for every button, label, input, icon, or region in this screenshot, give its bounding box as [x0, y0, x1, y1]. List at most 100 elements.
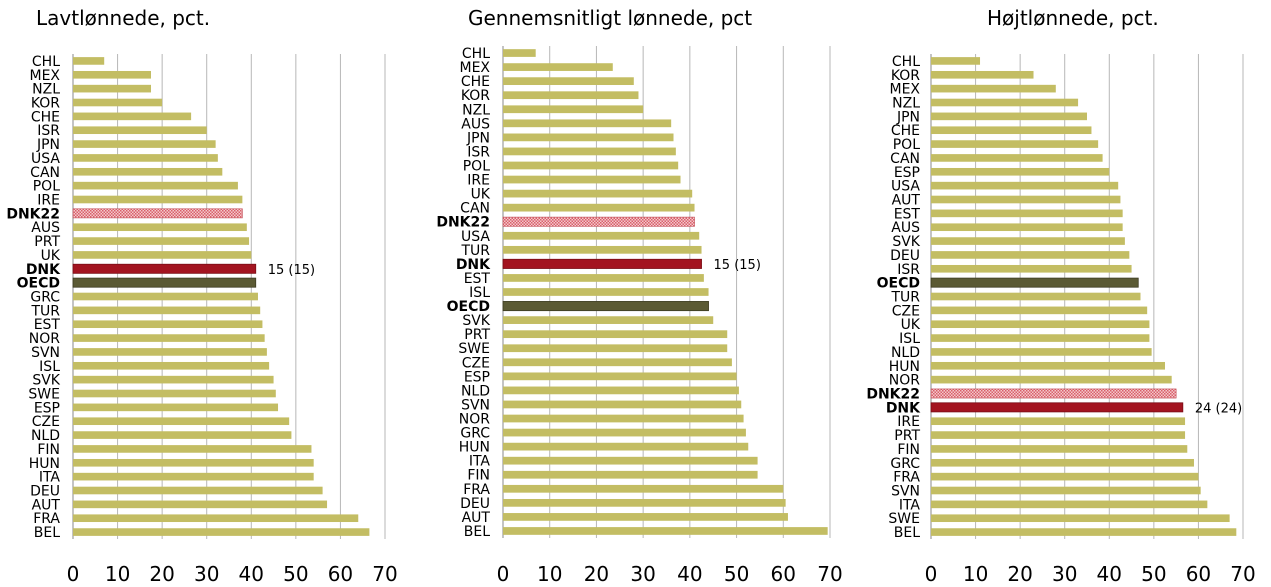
x-tick-mid-20: 20 [584, 562, 609, 586]
y-tick-high-nld: NLD [891, 345, 920, 361]
y-tick-high-mex: MEX [889, 82, 920, 98]
bar-low-mex [73, 70, 151, 79]
bar-low-oecd [72, 277, 257, 288]
y-tick-high-kor: KOR [891, 68, 920, 84]
chart-title-high: Højtlønnede, pct. [987, 6, 1159, 30]
x-tick-mid-60: 60 [771, 562, 796, 586]
bar-mid-deu [503, 498, 786, 507]
x-tick-high-10: 10 [963, 562, 988, 586]
bar-high-can [931, 154, 1103, 162]
bar-mid-chl [503, 49, 536, 57]
bar-high-tur [931, 292, 1141, 301]
bar-mid-prt [503, 330, 728, 339]
bar-high-est [931, 209, 1123, 218]
y-tick-low-pol: POL [33, 179, 60, 195]
y-tick-high-ire: IRE [897, 414, 920, 430]
bar-mid-grc [503, 428, 746, 437]
y-tick-low-chl: CHL [32, 54, 60, 70]
bar-high-nld [931, 348, 1152, 356]
y-tick-mid-prt: PRT [464, 327, 490, 343]
bar-high-svn [931, 486, 1201, 495]
y-tick-low-dnk: DNK [26, 262, 61, 278]
bar-mid-dnk [502, 258, 702, 269]
y-tick-low-oecd: OECD [17, 276, 60, 292]
y-tick-low-swe: SWE [28, 387, 60, 403]
bar-mid-isr [503, 147, 676, 156]
y-tick-low-ita: ITA [39, 470, 61, 486]
bar-mid-esp [503, 372, 737, 381]
bar-mid-mex [503, 63, 613, 71]
bar-high-svk [931, 237, 1125, 245]
x-tick-low-10: 10 [105, 562, 130, 586]
y-tick-mid-aus: AUS [461, 116, 490, 132]
bar-high-mex [931, 84, 1056, 93]
y-tick-mid-can: CAN [460, 201, 490, 217]
bar-low-esp [73, 403, 279, 412]
bar-low-isr [73, 126, 207, 135]
bar-low-ita [73, 472, 314, 481]
y-tick-low-esp: ESP [34, 400, 60, 416]
x-tick-mid-50: 50 [724, 562, 749, 586]
bar-mid-cze [503, 358, 732, 367]
data-label-high-dnk: 24 (24) [1195, 401, 1242, 416]
x-tick-low-60: 60 [328, 562, 353, 586]
y-tick-mid-jpn: JPN [466, 130, 490, 146]
bar-mid-nld [503, 386, 739, 395]
y-tick-high-usa: USA [891, 179, 920, 195]
y-tick-high-can: CAN [890, 151, 920, 167]
bar-high-usa [931, 181, 1119, 190]
bar-low-kor [73, 98, 163, 107]
y-tick-mid-ita: ITA [469, 454, 491, 470]
bar-mid-isl [503, 288, 709, 296]
y-tick-mid-deu: DEU [460, 496, 490, 512]
bar-low-svn [73, 348, 267, 356]
bar-high-pol [931, 140, 1099, 148]
bar-high-deu [931, 251, 1130, 259]
bar-mid-nor [503, 414, 744, 423]
bar-mid-svn [503, 400, 742, 409]
y-tick-mid-grc: GRC [460, 426, 490, 442]
y-tick-mid-oecd: OECD [447, 299, 490, 315]
y-tick-low-svk: SVK [32, 373, 60, 389]
y-tick-mid-pol: POL [463, 158, 490, 174]
bar-low-nor [73, 334, 265, 342]
x-tick-mid-40: 40 [677, 562, 702, 586]
y-tick-low-isl: ISL [39, 359, 60, 375]
bar-low-dnk22 [72, 208, 243, 219]
y-tick-mid-svk: SVK [462, 313, 490, 329]
bar-high-aut [931, 195, 1121, 204]
chart-low: 0 10 20 30 40 50 60 70CHLMEXNZLKORCHEISRJPNUSAC… [6, 54, 397, 586]
bar-low-swe [73, 389, 276, 398]
bar-high-prt [931, 431, 1186, 439]
y-tick-high-aus: AUS [891, 220, 920, 236]
data-label-low-dnk: 15 (15) [268, 263, 315, 278]
bar-low-fra [73, 514, 359, 523]
chart-high: 0 10 20 30 40 50 60 70CHLKORMEXNZLJPNCHEPOLCANE… [866, 54, 1255, 586]
bar-mid-ita [503, 456, 758, 465]
bar-high-chl [931, 57, 981, 65]
bar-low-tur [73, 306, 261, 315]
bar-low-isl [73, 361, 270, 370]
bar-low-est [73, 320, 263, 329]
y-tick-low-grc: GRC [30, 290, 60, 306]
x-tick-high-60: 60 [1186, 562, 1211, 586]
bar-low-pol [73, 181, 238, 190]
bar-mid-svk [503, 316, 714, 324]
bar-low-grc [73, 292, 258, 301]
y-tick-high-ita: ITA [899, 497, 921, 513]
y-tick-mid-dnk22: DNK22 [436, 215, 490, 231]
y-tick-low-hun: HUN [29, 456, 60, 472]
y-tick-low-nld: NLD [31, 428, 60, 444]
x-tick-high-70: 70 [1230, 562, 1255, 586]
bar-low-prt [73, 237, 250, 245]
bar-high-grc [931, 458, 1194, 467]
bar-mid-swe [503, 344, 728, 353]
bar-low-aut [73, 500, 328, 509]
y-tick-high-svk: SVK [892, 234, 920, 250]
y-tick-high-svn: SVN [891, 484, 920, 500]
bar-high-isr [931, 264, 1132, 273]
y-tick-low-prt: PRT [34, 234, 60, 250]
bar-mid-can [503, 203, 695, 212]
y-tick-high-aut: AUT [892, 193, 921, 209]
y-tick-low-aut: AUT [32, 497, 61, 513]
